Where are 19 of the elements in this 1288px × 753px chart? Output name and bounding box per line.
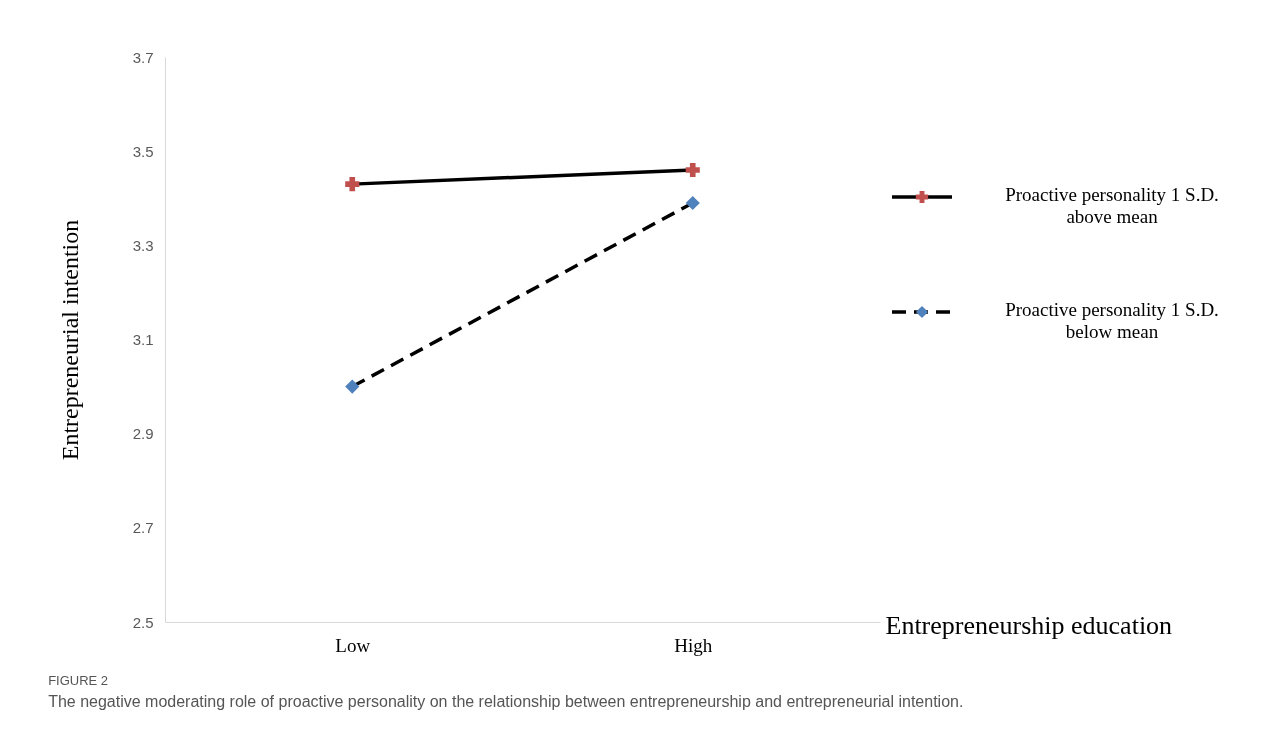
point — [345, 379, 360, 394]
y-tick-label: 2.9 — [132, 425, 154, 443]
text: The negative moderating role of proactive personality on the relationship between entrepreneurship and entrepreneurial intention. — [48, 693, 964, 710]
y-axis-title: Entrepreneurial intention — [56, 219, 83, 461]
x-tick-label: High — [674, 634, 713, 656]
y-tick-label: 2.5 — [132, 613, 154, 631]
point — [345, 177, 360, 192]
x-tick-label: Low — [335, 634, 371, 656]
y-tick-label: 2.7 — [132, 519, 154, 537]
text: Proactive personality 1 S.D. above mean — [1005, 184, 1219, 227]
caption: FIGURE 2 — [48, 673, 109, 688]
y-tick-label: 3.3 — [132, 236, 154, 254]
x-axis-title: Entrepreneurship education — [885, 610, 1173, 640]
text: Proactive personality 1 S.D. below mean — [1005, 299, 1219, 342]
y-tick-label: 3.7 — [132, 48, 154, 66]
point — [685, 162, 700, 178]
y-tick-label: 3.5 — [132, 142, 154, 160]
point — [685, 195, 700, 211]
y-tick-label: 3.1 — [132, 331, 154, 348]
